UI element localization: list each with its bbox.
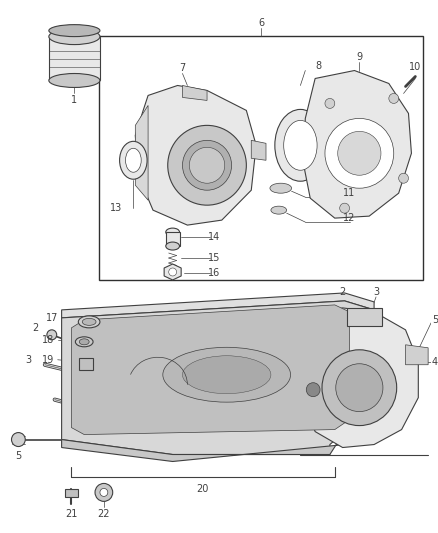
- Circle shape: [11, 433, 25, 447]
- Text: 15: 15: [208, 253, 220, 263]
- Text: 5: 5: [15, 450, 21, 461]
- Ellipse shape: [270, 183, 292, 193]
- Text: 16: 16: [208, 268, 220, 278]
- Ellipse shape: [82, 318, 96, 325]
- Text: 7: 7: [179, 62, 186, 72]
- Bar: [166, 232, 180, 246]
- Circle shape: [168, 125, 246, 205]
- Text: 6: 6: [258, 18, 264, 28]
- Polygon shape: [304, 70, 411, 218]
- Ellipse shape: [79, 339, 89, 345]
- Circle shape: [340, 203, 350, 213]
- Ellipse shape: [120, 141, 147, 179]
- Text: 4: 4: [74, 385, 81, 394]
- Polygon shape: [62, 432, 345, 462]
- Polygon shape: [300, 308, 418, 448]
- Text: 14: 14: [208, 232, 220, 242]
- Ellipse shape: [78, 316, 100, 328]
- Circle shape: [306, 383, 320, 397]
- Text: 10: 10: [409, 61, 421, 71]
- Ellipse shape: [125, 148, 141, 172]
- Text: 17: 17: [46, 313, 58, 323]
- Polygon shape: [406, 345, 428, 365]
- Ellipse shape: [49, 29, 100, 45]
- Circle shape: [399, 173, 409, 183]
- Text: 1: 1: [71, 95, 78, 106]
- Polygon shape: [164, 264, 181, 280]
- Text: 4: 4: [432, 357, 438, 367]
- Text: 3: 3: [25, 355, 31, 365]
- Ellipse shape: [166, 228, 180, 236]
- Polygon shape: [62, 293, 374, 318]
- Circle shape: [183, 140, 232, 190]
- Polygon shape: [62, 301, 374, 455]
- Polygon shape: [251, 140, 266, 160]
- Circle shape: [169, 268, 177, 276]
- Circle shape: [189, 147, 225, 183]
- Bar: [346, 308, 382, 326]
- Text: 2: 2: [32, 323, 38, 333]
- Text: 20: 20: [196, 484, 208, 495]
- Circle shape: [95, 483, 113, 502]
- Text: 19: 19: [42, 355, 54, 365]
- Ellipse shape: [49, 74, 100, 87]
- Text: 3: 3: [373, 287, 379, 297]
- Circle shape: [100, 488, 108, 496]
- Ellipse shape: [75, 337, 93, 347]
- Text: 9: 9: [356, 52, 362, 61]
- Ellipse shape: [163, 348, 290, 402]
- Polygon shape: [71, 305, 350, 434]
- Circle shape: [338, 131, 381, 175]
- Polygon shape: [49, 37, 100, 80]
- Text: 11: 11: [343, 188, 356, 198]
- Bar: [99, 36, 423, 280]
- Text: 12: 12: [343, 213, 356, 223]
- Ellipse shape: [284, 120, 317, 170]
- Circle shape: [389, 93, 399, 103]
- Text: 2: 2: [339, 287, 346, 297]
- Text: 5: 5: [432, 315, 438, 325]
- Ellipse shape: [166, 242, 180, 250]
- Text: 22: 22: [98, 510, 110, 519]
- Ellipse shape: [271, 206, 286, 214]
- Ellipse shape: [183, 356, 271, 394]
- Text: 8: 8: [315, 61, 321, 70]
- Polygon shape: [79, 358, 93, 370]
- Ellipse shape: [275, 109, 326, 181]
- Text: 13: 13: [110, 203, 122, 213]
- Polygon shape: [183, 85, 207, 100]
- Text: 23: 23: [336, 390, 349, 400]
- Circle shape: [325, 99, 335, 108]
- Circle shape: [325, 118, 394, 188]
- Polygon shape: [135, 85, 256, 225]
- Polygon shape: [64, 489, 78, 497]
- Text: 21: 21: [65, 510, 78, 519]
- Text: 18: 18: [42, 335, 54, 345]
- Ellipse shape: [49, 25, 100, 37]
- Circle shape: [322, 350, 397, 425]
- Polygon shape: [135, 106, 148, 200]
- Circle shape: [47, 330, 57, 340]
- Circle shape: [336, 364, 383, 411]
